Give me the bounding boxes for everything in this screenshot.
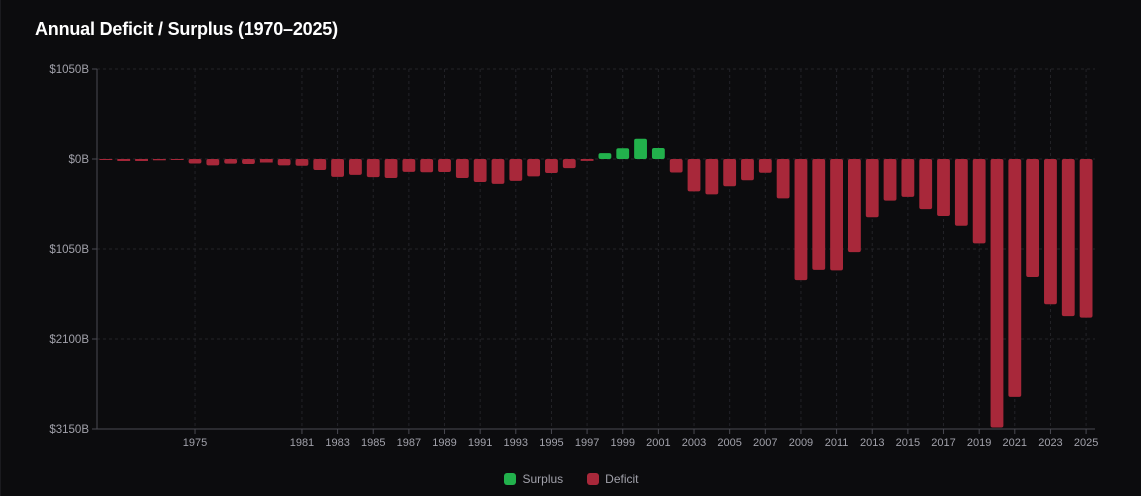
legend-label-deficit: Deficit: [605, 472, 639, 486]
bar-1986[interactable]: [384, 159, 398, 178]
bar-1997[interactable]: [580, 159, 594, 161]
bar-1976[interactable]: [206, 159, 220, 166]
bar-1990[interactable]: [455, 159, 469, 178]
legend-item-surplus[interactable]: Surplus: [504, 472, 563, 486]
legend-swatch-surplus: [504, 473, 517, 485]
x-tick-label: 2025: [1074, 437, 1098, 449]
bar-1978[interactable]: [242, 159, 255, 165]
bar-2011[interactable]: [830, 159, 843, 271]
legend-label-surplus: Surplus: [522, 472, 564, 486]
bar-1983[interactable]: [331, 159, 344, 177]
bar-1974[interactable]: [170, 159, 184, 160]
bar-2003[interactable]: [687, 159, 701, 192]
bar-1993[interactable]: [509, 159, 523, 181]
bar-2021[interactable]: [1008, 159, 1022, 397]
x-tick-label: 1987: [397, 437, 421, 449]
y-tick-label: $1050B: [49, 244, 89, 256]
x-tick-label: 2005: [717, 437, 741, 449]
bar-1979[interactable]: [259, 159, 273, 163]
x-tick-label: 1993: [504, 437, 528, 449]
bar-1991[interactable]: [473, 159, 487, 183]
bar-1995[interactable]: [545, 159, 558, 174]
x-tick-label: 2019: [967, 437, 991, 449]
bar-1988[interactable]: [420, 159, 434, 173]
bar-2025[interactable]: [1079, 159, 1093, 318]
bar-1975[interactable]: [188, 159, 202, 164]
bar-2020[interactable]: [990, 159, 1004, 428]
x-tick-label: 2015: [896, 437, 920, 449]
x-tick-label: 1999: [610, 437, 634, 449]
legend-item-deficit[interactable]: Deficit: [587, 472, 639, 486]
x-tick-label: 1997: [575, 437, 599, 449]
bar-2023[interactable]: [1044, 159, 1057, 305]
x-tick-label: 2023: [1038, 437, 1062, 449]
grid-lines: [97, 68, 1095, 430]
bar-2002[interactable]: [669, 159, 683, 173]
x-tick-label: 1989: [432, 437, 456, 449]
bar-2015[interactable]: [901, 159, 915, 197]
y-tick-label: $2100B: [49, 334, 89, 346]
bar-1992[interactable]: [491, 159, 505, 184]
x-tick-label: 1985: [361, 437, 385, 449]
x-tick-label: 2009: [789, 437, 813, 449]
x-tick-label: 1981: [290, 437, 314, 449]
chart-title: Annual Deficit / Surplus (1970–2025): [35, 19, 338, 39]
bar-1971[interactable]: [117, 159, 131, 161]
x-tick-label: 1983: [325, 437, 349, 449]
bar-2012[interactable]: [848, 159, 861, 253]
y-tick-label: $1050B: [49, 64, 89, 76]
bar-2018[interactable]: [954, 159, 968, 226]
bars: [99, 138, 1093, 428]
bar-2009[interactable]: [794, 159, 808, 281]
x-tick-label: 2013: [860, 437, 884, 449]
bar-2008[interactable]: [776, 159, 790, 199]
bar-1989[interactable]: [438, 159, 451, 173]
bar-2005[interactable]: [723, 159, 737, 187]
bar-2017[interactable]: [937, 159, 950, 216]
bar-2022[interactable]: [1026, 159, 1040, 277]
legend: Surplus Deficit: [1, 472, 1141, 486]
bar-2001[interactable]: [651, 148, 665, 159]
tick-labels: $1050B $0B $1050B $2100B $3150B 1975 1981 1983 1…: [49, 64, 1098, 449]
axes: [92, 68, 1095, 434]
x-tick-label: 2017: [931, 437, 955, 449]
bar-2006[interactable]: [741, 159, 754, 181]
x-tick-label: 2021: [1003, 437, 1027, 449]
y-tick-label: $3150B: [49, 424, 89, 436]
bar-1987[interactable]: [402, 159, 416, 172]
bar-1970[interactable]: [99, 159, 113, 160]
x-tick-label: 1995: [539, 437, 563, 449]
bar-1973[interactable]: [152, 159, 166, 161]
bar-1999[interactable]: [616, 148, 630, 159]
bar-2019[interactable]: [972, 159, 986, 244]
bar-1996[interactable]: [562, 159, 576, 169]
x-tick-label: 2001: [646, 437, 670, 449]
x-tick-label: 1991: [468, 437, 492, 449]
bar-1998[interactable]: [598, 153, 612, 159]
bar-1980[interactable]: [277, 159, 291, 166]
bar-2016[interactable]: [919, 159, 933, 210]
x-tick-label: 1975: [183, 437, 207, 449]
y-tick-label: $0B: [69, 154, 90, 166]
bar-1972[interactable]: [135, 159, 148, 161]
bar-1985[interactable]: [366, 159, 380, 178]
bar-2004[interactable]: [705, 159, 719, 195]
bar-1981[interactable]: [295, 159, 309, 166]
bar-1977[interactable]: [224, 159, 238, 164]
bar-2024[interactable]: [1061, 159, 1075, 317]
x-tick-label: 2003: [682, 437, 706, 449]
bar-2010[interactable]: [812, 159, 826, 270]
x-tick-label: 2007: [753, 437, 777, 449]
bar-2007[interactable]: [758, 159, 772, 173]
bar-2000[interactable]: [634, 138, 647, 159]
bar-2014[interactable]: [883, 159, 897, 201]
bar-1982[interactable]: [313, 159, 327, 170]
bar-2013[interactable]: [865, 159, 879, 218]
bar-1984[interactable]: [349, 159, 362, 175]
bar-1994[interactable]: [527, 159, 541, 177]
legend-swatch-deficit: [587, 473, 600, 485]
x-tick-label: 2011: [825, 437, 849, 449]
